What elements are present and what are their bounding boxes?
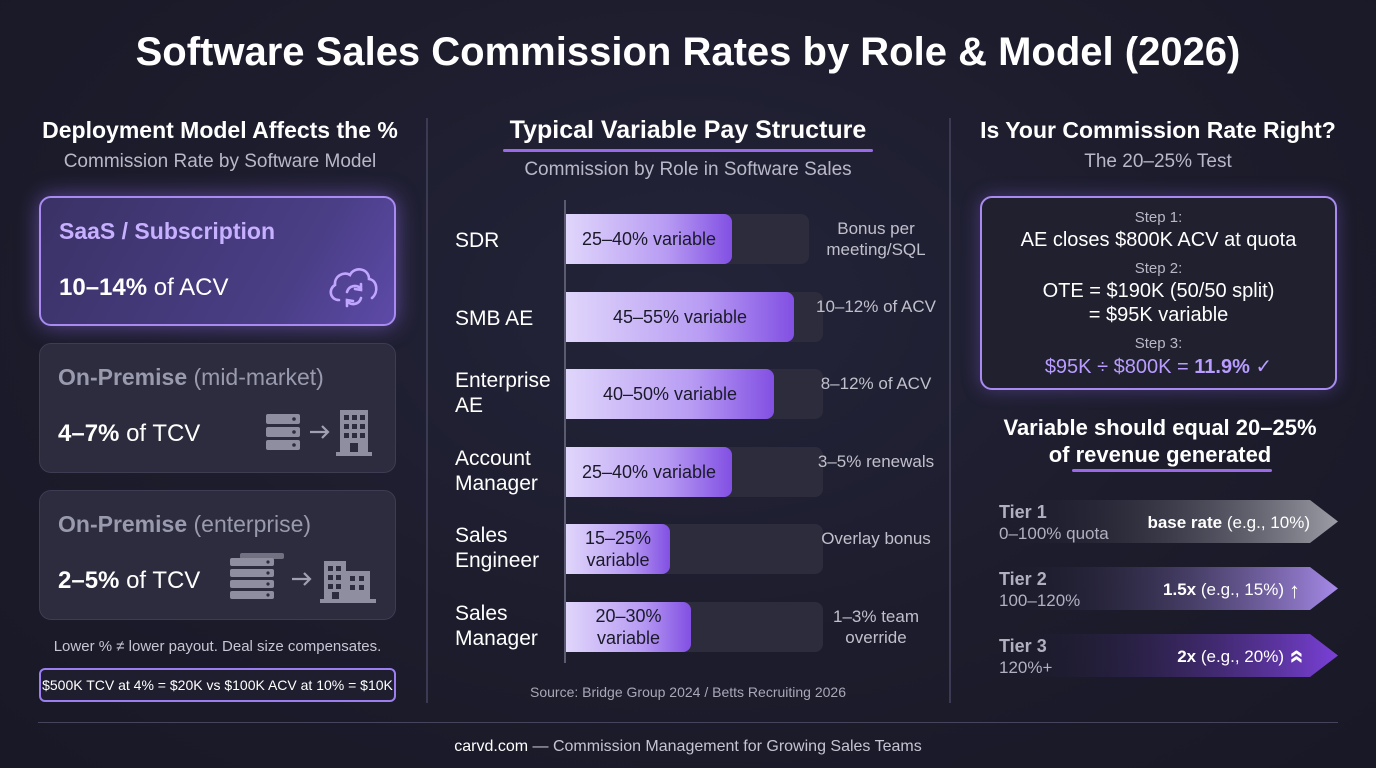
role-commission-note: 10–12% of ACV [815,296,937,316]
cloud-sync-icon [325,262,381,310]
role-label: Account Manager [455,446,538,495]
variable-heading: Variable should equal 20–25% of revenue … [1003,415,1317,467]
step-2-label: Step 2: [1134,260,1183,277]
role-label: Sales Manager [455,601,538,650]
card-title: On-Premise (enterprise) [58,511,312,537]
role-commission-note: Bonus per meeting/SQL [826,219,926,259]
column-divider [426,118,428,703]
variable-pay-bar: 25–40% variable [566,214,732,264]
card-rate: 2–5% of TCV [58,567,201,594]
role-label: Sales Engineer [455,524,540,572]
heading-underline [1072,469,1272,472]
variable-pay-bar: 25–40% variable [566,446,732,497]
chart-axis [564,200,566,663]
variable-pay-bar: 15–25% variable [566,524,670,574]
tier-1-arrow [1000,494,1338,549]
tier-3-arrow [1000,628,1338,683]
title-underline [503,149,873,152]
step-2-text: OTE = $190K (50/50 split) [1042,280,1275,302]
step-2-text: = $95K variable [1088,304,1229,326]
server-stack-to-building-icon [230,553,380,605]
tier-2-rate: 1.5x (e.g., 15%) [1163,580,1284,599]
tier-2-range: 100–120% [999,591,1081,610]
role-label: Enterprise AE [455,369,551,417]
card-rate: 10–14% of ACV [59,274,229,301]
double-chevron-up-icon: » [1279,649,1310,664]
card-rate: 4–7% of TCV [58,420,201,447]
tier-3-range: 120%+ [999,658,1053,677]
right-section-subtitle: The 20–25% Test [1084,151,1232,172]
page-title: Software Sales Commission Rates by Role … [135,30,1241,74]
on-premise-mid-market-card: On-Premise (mid-market) 4–7% of TCV [39,343,396,473]
on-premise-enterprise-card: On-Premise (enterprise) 2–5% of TCV [39,490,396,620]
role-label: SMB AE [455,306,534,330]
tier-3-rate: 2x (e.g., 20%) [1177,647,1284,666]
card-title: On-Premise (mid-market) [58,364,324,390]
footer-divider [38,722,1338,723]
saas-card: SaaS / Subscription 10–14% of ACV [39,196,396,326]
variable-pay-bar: 45–55% variable [566,291,794,342]
left-section-subtitle: Commission Rate by Software Model [63,151,377,172]
step-3-result: $95K ÷ $800K = 11.9% ✓ [1044,356,1273,378]
column-divider [949,118,951,703]
commission-test-box: Step 1: AE closes $800K ACV at quota Ste… [980,196,1337,390]
card-title: SaaS / Subscription [59,218,275,244]
right-section-title: Is Your Commission Rate Right? [980,117,1336,143]
tier-1-name: Tier 1 [999,502,1047,522]
deal-size-note: Lower % ≠ lower payout. Deal size compen… [53,638,382,655]
tier-2-arrow [1000,561,1338,616]
variable-pay-bar: 20–30% variable [566,601,691,652]
tier-2-name: Tier 2 [999,569,1047,589]
source-note: Source: Bridge Group 2024 / Betts Recrui… [530,684,846,700]
middle-section-subtitle: Commission by Role in Software Sales [524,159,852,180]
role-commission-note: 1–3% team override [833,606,919,647]
footer: carvd.com — Commission Management for Gr… [454,738,922,755]
tier-1-range: 0–100% quota [999,524,1109,543]
role-commission-note: 3–5% renewals [817,451,935,471]
middle-section-title: Typical Variable Pay Structure [509,116,867,144]
role-commission-note: 8–12% of ACV [820,374,932,393]
tier-3-name: Tier 3 [999,636,1047,656]
server-to-building-icon [266,408,378,458]
left-section-title: Deployment Model Affects the % [42,117,398,143]
tier-1-rate: base rate (e.g., 10%) [1147,513,1310,532]
role-commission-note: Overlay bonus [821,529,931,548]
step-3-label: Step 3: [1134,335,1183,352]
arrow-up-icon: ↑ [1289,578,1300,603]
variable-pay-bar: 40–50% variable [566,369,774,419]
example-calculation: $500K TCV at 4% = $20K vs $100K ACV at 1… [39,668,396,702]
step-1-label: Step 1: [1134,209,1183,226]
step-1-text: AE closes $800K ACV at quota [1020,229,1297,251]
role-label: SDR [455,229,500,252]
